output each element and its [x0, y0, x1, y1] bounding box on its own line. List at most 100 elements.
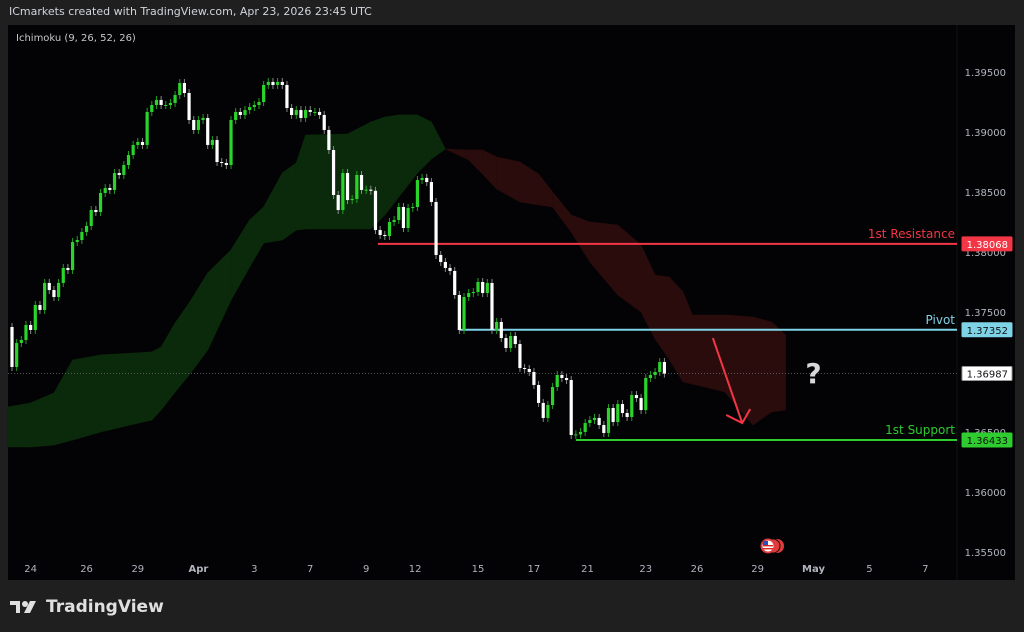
- candle-body: [103, 188, 107, 193]
- x-tick-label: May: [802, 564, 825, 575]
- candle: [145, 107, 149, 149]
- candle: [57, 278, 61, 301]
- cloud-segment-bearish: [692, 314, 726, 393]
- candle-body: [182, 83, 187, 93]
- candle: [406, 203, 410, 232]
- candle-body: [658, 362, 662, 372]
- candle: [196, 116, 200, 134]
- candle-body: [625, 413, 629, 417]
- candle: [313, 107, 317, 116]
- x-tick-label: 21: [581, 564, 594, 575]
- candle-body: [98, 192, 103, 213]
- candle: [350, 194, 354, 205]
- candle-body: [485, 282, 489, 294]
- candles-layer: [10, 77, 666, 439]
- candle: [364, 185, 368, 194]
- candle-body: [536, 384, 541, 403]
- candle-body: [10, 327, 14, 367]
- candle-body: [630, 395, 634, 417]
- candle-body: [569, 380, 573, 435]
- candle: [648, 371, 653, 382]
- candle-body: [513, 336, 517, 345]
- candle-body: [317, 111, 322, 115]
- candle: [481, 278, 485, 298]
- candle: [513, 332, 517, 349]
- candle-body: [359, 174, 364, 190]
- candle: [192, 116, 196, 134]
- tradingview-logo[interactable]: TradingView: [10, 597, 164, 617]
- candle: [331, 146, 336, 199]
- candle: [630, 391, 634, 421]
- candle: [84, 221, 89, 236]
- candle: [108, 184, 112, 194]
- candle: [299, 106, 303, 122]
- candle: [122, 161, 126, 179]
- candle: [159, 95, 163, 109]
- candle-body: [243, 110, 247, 115]
- candle: [634, 391, 639, 403]
- candle: [392, 215, 396, 226]
- candle-body: [150, 105, 154, 112]
- question-mark: ?: [805, 357, 821, 390]
- candle-body: [234, 111, 238, 120]
- candle-body: [495, 321, 499, 330]
- candle-body: [439, 255, 443, 262]
- candle-body: [215, 140, 219, 162]
- candle-body: [238, 111, 242, 115]
- candle: [606, 404, 611, 437]
- cloud-segment-bullish: [431, 121, 446, 160]
- candle-body: [648, 375, 653, 378]
- candle: [47, 278, 51, 295]
- x-tick-label: 9: [363, 564, 369, 575]
- candle-body: [117, 173, 121, 175]
- candle: [336, 191, 340, 214]
- x-tick-label: 26: [80, 564, 93, 575]
- support-badge-text: 1.36433: [967, 436, 1008, 447]
- candle: [229, 116, 233, 169]
- candle: [476, 278, 480, 296]
- us-flag-event-icon[interactable]: [760, 538, 785, 554]
- candle: [550, 383, 555, 409]
- x-tick-label: 5: [866, 564, 872, 575]
- cloud-segment-bullish: [281, 162, 297, 241]
- candle: [578, 428, 583, 439]
- candle-body: [52, 290, 56, 297]
- candle: [555, 371, 559, 391]
- candle-body: [331, 150, 336, 195]
- candle-body: [313, 111, 317, 113]
- candle: [98, 188, 103, 217]
- candle-body: [276, 81, 280, 85]
- candle: [276, 77, 280, 89]
- candle-body: [401, 207, 406, 228]
- support-badge: [961, 432, 1013, 448]
- candle-body: [588, 420, 592, 423]
- pivot-badge-text: 1.37352: [967, 326, 1008, 337]
- candle-body: [280, 81, 284, 85]
- candle-body: [369, 189, 373, 191]
- candle: [224, 158, 228, 169]
- candle: [187, 89, 191, 124]
- last-price-badge-text: 1.36987: [967, 370, 1008, 381]
- candle-body: [611, 408, 615, 423]
- candle-body: [164, 105, 168, 106]
- candle: [280, 77, 284, 89]
- candle-body: [355, 174, 359, 199]
- candle-body: [620, 404, 625, 414]
- candle: [644, 374, 648, 415]
- candle-body: [527, 369, 531, 372]
- cloud-segment-bullish: [7, 402, 31, 448]
- candle-body: [47, 282, 51, 291]
- candle-body: [140, 141, 145, 145]
- candle-body: [378, 230, 382, 235]
- cloud-segment-bearish: [752, 316, 772, 426]
- candle-body: [24, 324, 28, 340]
- candle-body: [70, 242, 75, 270]
- candle-body: [662, 362, 666, 374]
- candle: [257, 98, 261, 109]
- candle: [453, 266, 457, 299]
- pivot-badge: [961, 322, 1013, 338]
- pivot-label: Pivot: [926, 313, 956, 327]
- candle: [359, 170, 364, 194]
- candle: [238, 107, 242, 119]
